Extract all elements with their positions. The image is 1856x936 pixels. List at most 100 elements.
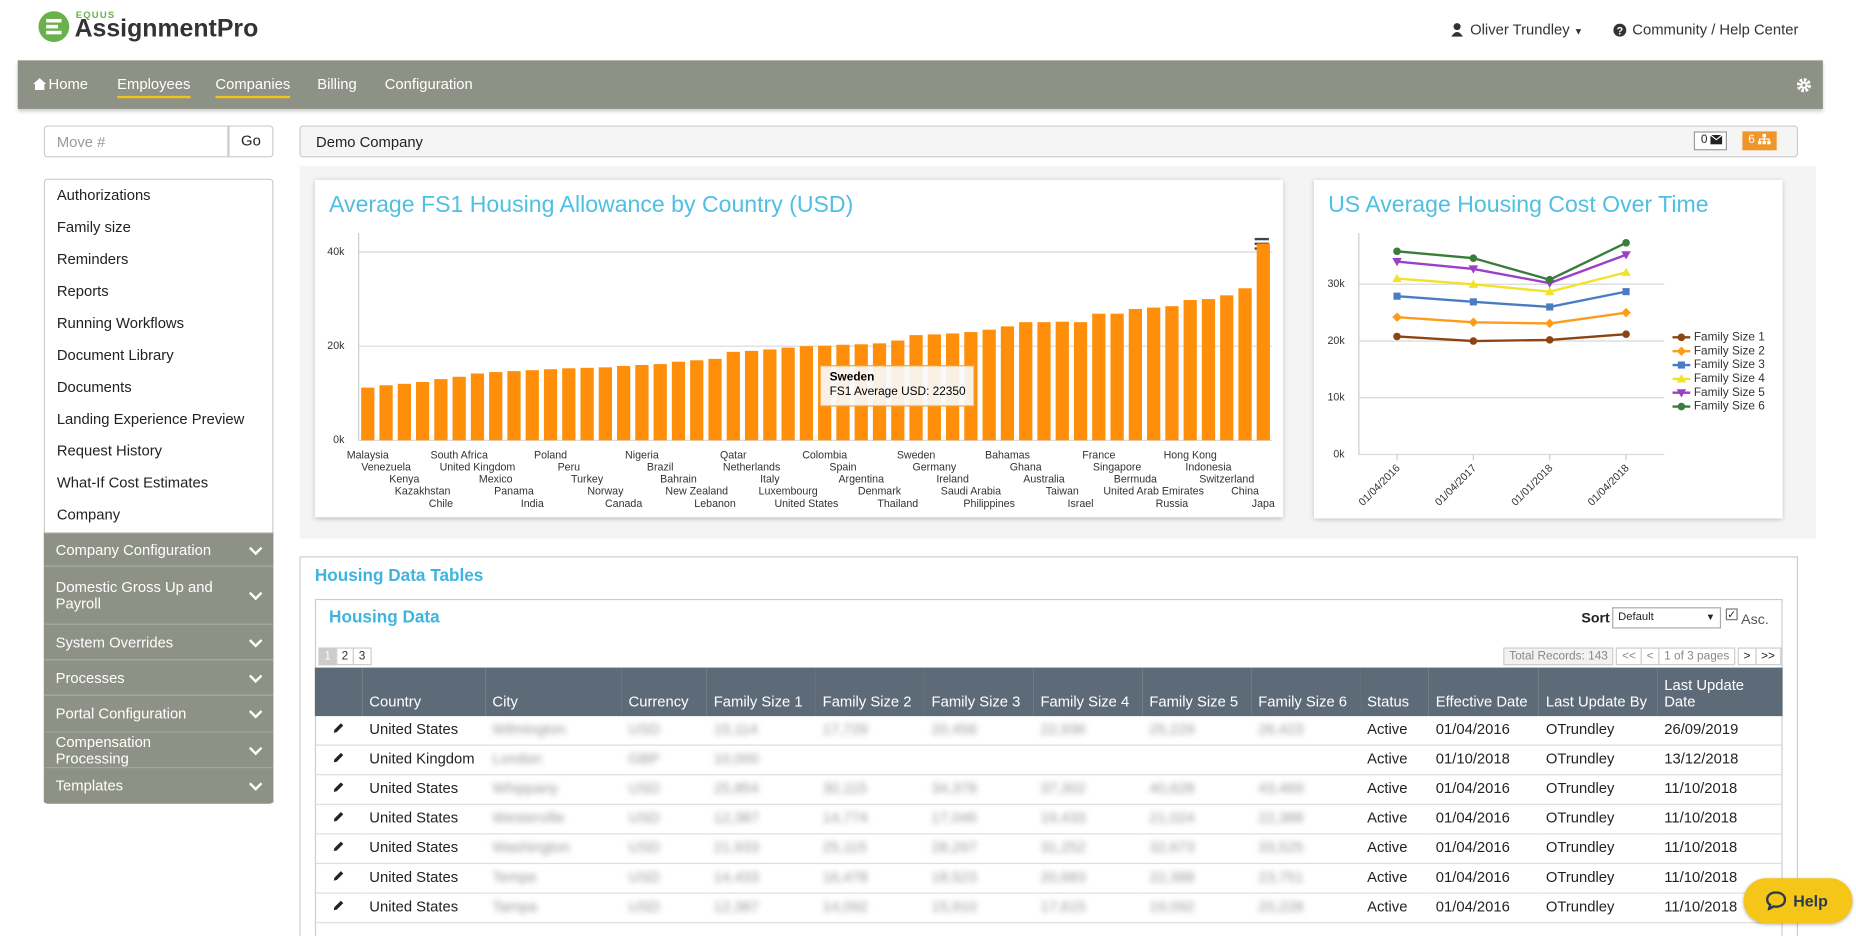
edit-icon[interactable] — [333, 722, 345, 734]
sidebar-link[interactable]: Running Workflows — [56, 314, 185, 332]
legend-label[interactable]: Family Size 6 — [1694, 399, 1765, 413]
bar[interactable] — [653, 364, 667, 441]
sidebar-section[interactable]: System Overrides — [43, 623, 274, 660]
sidebar-section[interactable]: Compensation Processing — [43, 731, 274, 768]
header-cell[interactable]: Family Size 3 — [924, 667, 1034, 717]
page-link[interactable]: 1 — [318, 647, 337, 666]
nav-link[interactable]: Configuration — [385, 76, 473, 93]
header-cell[interactable]: Last Update By — [1538, 667, 1658, 717]
bar[interactable] — [1073, 322, 1088, 441]
legend-label[interactable]: Family Size 3 — [1694, 357, 1765, 371]
bar[interactable] — [1055, 321, 1069, 441]
sidebar-link[interactable]: Request History — [56, 442, 163, 460]
bar[interactable] — [397, 383, 411, 441]
edit-icon[interactable] — [333, 811, 345, 823]
bar[interactable] — [470, 373, 485, 441]
nav-link[interactable]: Home — [49, 76, 88, 93]
bar[interactable] — [415, 381, 430, 441]
header-cell[interactable]: Last Update Date — [1657, 667, 1783, 717]
sidebar-section[interactable]: Processes — [43, 659, 274, 695]
edit-icon[interactable] — [333, 781, 345, 793]
header-cell[interactable]: Family Size 4 — [1033, 667, 1143, 717]
bar[interactable] — [379, 385, 393, 441]
sidebar-link[interactable]: Documents — [56, 378, 132, 396]
bar[interactable] — [744, 350, 759, 441]
bar[interactable] — [1256, 243, 1270, 441]
move-input[interactable] — [43, 125, 229, 158]
sidebar-link[interactable]: Authorizations — [56, 187, 151, 204]
nav-link[interactable]: Companies — [215, 75, 291, 99]
go-button[interactable]: Go — [228, 125, 274, 158]
pager-button[interactable]: >> — [1755, 647, 1781, 666]
sidebar-section[interactable]: Templates — [43, 767, 274, 803]
sidebar-link[interactable]: Landing Experience Preview — [56, 410, 245, 428]
page-link[interactable]: 3 — [352, 647, 372, 666]
bar[interactable] — [708, 358, 722, 441]
tasks-badge[interactable]: 6 — [1742, 131, 1777, 151]
bar[interactable] — [598, 367, 613, 441]
bar[interactable] — [1183, 300, 1197, 441]
bar[interactable] — [635, 365, 649, 441]
header-cell[interactable]: Currency — [621, 667, 707, 717]
bar[interactable] — [763, 349, 777, 441]
bar[interactable] — [1128, 308, 1143, 441]
sidebar-link[interactable]: Document Library — [56, 346, 174, 364]
bar[interactable] — [1165, 306, 1179, 441]
header-cell[interactable]: Effective Date — [1428, 667, 1539, 717]
edit-icon[interactable] — [333, 840, 345, 852]
header-cell[interactable]: Family Size 6 — [1251, 667, 1361, 717]
help-center-link[interactable]: Community / Help Center — [1632, 21, 1799, 38]
bar[interactable] — [562, 368, 576, 441]
bar[interactable] — [1201, 299, 1216, 441]
bar[interactable] — [434, 379, 448, 441]
brand[interactable]: AssignmentPro — [74, 15, 259, 43]
bar[interactable] — [617, 365, 631, 441]
header-cell[interactable]: Family Size 2 — [815, 667, 925, 717]
bar[interactable] — [1037, 322, 1051, 441]
bar[interactable] — [1220, 295, 1234, 441]
sidebar-section[interactable]: Portal Configuration — [43, 694, 274, 732]
settings-icon[interactable] — [1796, 78, 1812, 93]
bar[interactable] — [507, 371, 521, 441]
header-cell[interactable]: Country — [362, 667, 486, 717]
asc-checkbox[interactable]: ✓ — [1725, 608, 1738, 621]
bar[interactable] — [1000, 326, 1015, 441]
edit-icon[interactable] — [333, 870, 345, 882]
bar[interactable] — [671, 361, 686, 441]
edit-icon[interactable] — [333, 752, 345, 764]
bar[interactable] — [690, 360, 704, 441]
user-name[interactable]: Oliver Trundley — [1470, 21, 1570, 38]
edit-icon[interactable] — [333, 900, 345, 912]
bar[interactable] — [1110, 313, 1124, 441]
header-cell[interactable]: Status — [1360, 667, 1429, 717]
messages-badge[interactable]: 0 — [1693, 131, 1727, 151]
sidebar-link[interactable]: What-If Cost Estimates — [56, 474, 209, 492]
legend-label[interactable]: Family Size 4 — [1694, 371, 1765, 385]
bar[interactable] — [799, 346, 814, 441]
pager-button[interactable]: > — [1737, 647, 1757, 666]
sidebar-link[interactable]: Reports — [56, 282, 109, 300]
page-link[interactable]: 2 — [335, 647, 355, 666]
sidebar-section[interactable]: Domestic Gross Up and Payroll — [43, 565, 274, 624]
legend-label[interactable]: Family Size 1 — [1694, 329, 1765, 343]
nav-link[interactable]: Billing — [317, 76, 356, 93]
bar[interactable] — [1092, 313, 1106, 441]
bar[interactable] — [982, 329, 996, 441]
pager-button[interactable]: << — [1616, 647, 1642, 666]
sidebar-link[interactable]: Reminders — [56, 250, 129, 268]
bar[interactable] — [726, 351, 740, 441]
sidebar-link[interactable]: Company — [56, 506, 121, 524]
user-menu[interactable]: Oliver Trundley ▼ — [1470, 21, 1584, 38]
bar[interactable] — [489, 372, 503, 441]
bar[interactable] — [1147, 307, 1161, 441]
sort-select[interactable]: Default ▼ — [1612, 607, 1722, 629]
header-cell[interactable]: Family Size 5 — [1142, 667, 1252, 717]
help-button[interactable]: Help — [1743, 878, 1853, 924]
legend-label[interactable]: Family Size 5 — [1694, 385, 1765, 399]
bar[interactable] — [1238, 288, 1252, 441]
bar[interactable] — [361, 387, 375, 441]
bar[interactable] — [781, 347, 795, 441]
bar[interactable] — [525, 370, 539, 441]
legend-label[interactable]: Family Size 2 — [1694, 343, 1765, 357]
bar[interactable] — [1019, 322, 1033, 441]
